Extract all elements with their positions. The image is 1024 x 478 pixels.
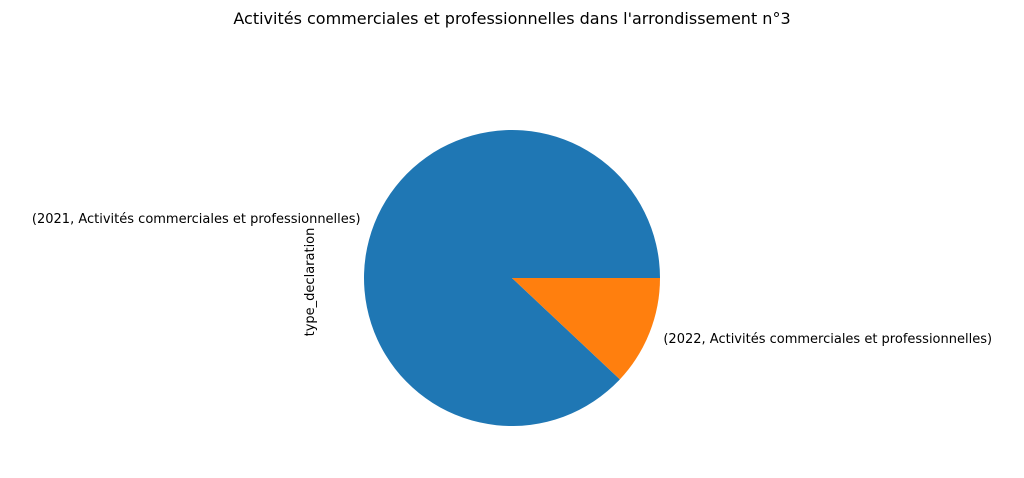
pie-labels: (2021, Activités commerciales et profess…	[32, 212, 992, 347]
y-axis-label: type_declaration	[303, 228, 318, 337]
pie-slice-2	[512, 278, 661, 380]
pie-slice-label-1: (2021, Activités commerciales et profess…	[32, 212, 361, 227]
pie-slices	[364, 129, 661, 426]
pie-slice-1	[364, 129, 660, 426]
pie-slice-label-2: (2022, Activités commerciales et profess…	[663, 332, 992, 347]
chart-title: Activités commerciales et professionnell…	[233, 9, 790, 28]
